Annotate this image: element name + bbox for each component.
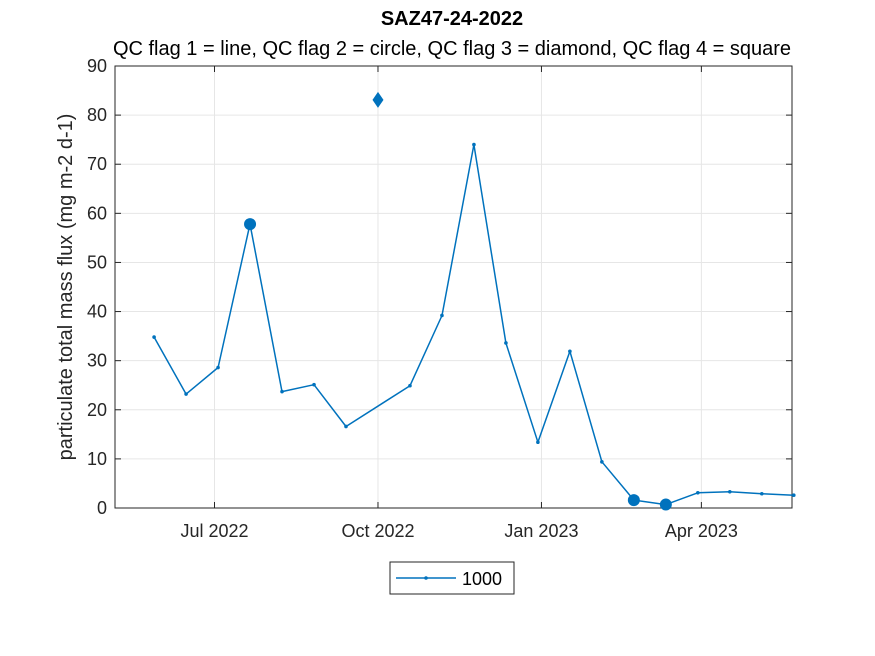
data-point [408,383,412,388]
legend-marker-sample [424,576,428,580]
x-tick-label: Jul 2022 [180,521,248,541]
legend[interactable]: 1000 [389,561,515,595]
data-point [696,490,700,495]
data-point [184,392,188,396]
data-point [791,493,796,498]
data-point [440,313,444,318]
data-point [216,365,220,370]
y-tick-label: 80 [87,105,107,125]
data-point [728,489,732,494]
qc2-circle-point [659,498,672,511]
data-point [280,389,284,394]
data-point [568,349,572,354]
qc2-circle-point [627,494,640,507]
data-point [759,491,764,496]
data-point [600,460,604,464]
y-tick-label: 30 [87,351,107,371]
data-point [344,424,348,429]
y-tick-label: 0 [97,498,107,518]
ticks: 0 10 20 30 40 50 60 70 80 90 Jul 2022 Oct 2022 Jan 2… [87,56,792,541]
y-tick-label: 50 [87,252,107,272]
y-tick-label: 90 [87,56,107,76]
y-tick-label: 20 [87,400,107,420]
qc2-circle-point [244,218,257,231]
x-tick-label: Jan 2023 [504,521,578,541]
chart-subtitle: QC flag 1 = line, QC flag 2 = circle, QC… [113,38,791,60]
legend-label: 1000 [462,569,502,589]
x-tick-label: Oct 2022 [341,521,414,541]
data-layer [152,91,796,511]
y-axis-label: particulate total mass flux (mg m-2 d-1) [55,114,77,461]
x-tick-label: Apr 2023 [665,521,738,541]
chart-title: SAZ47-24-2022 [381,8,523,30]
data-point [152,335,156,339]
y-tick-label: 70 [87,154,107,174]
axes-box [114,65,793,509]
data-point [312,382,316,387]
y-tick-label: 10 [87,449,107,469]
data-point [472,142,476,147]
grid [115,66,792,508]
y-tick-label: 60 [87,203,107,223]
data-point [536,440,540,444]
series-line [153,143,794,506]
plot-area [115,66,792,508]
y-tick-label: 40 [87,302,107,322]
qc3-diamond-point [372,91,384,108]
data-point [504,341,508,345]
